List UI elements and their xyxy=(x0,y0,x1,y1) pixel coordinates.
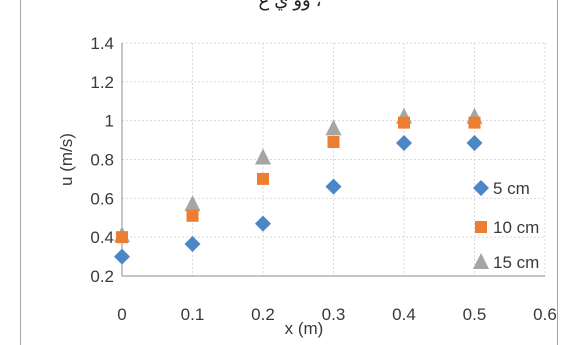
data-point-15cm xyxy=(255,148,271,165)
legend-item: 15 cm xyxy=(473,253,539,272)
data-point-5cm xyxy=(114,248,130,265)
x-tick-label: 0.2 xyxy=(251,305,275,324)
legend-marker xyxy=(475,221,487,233)
y-tick-label: 0.6 xyxy=(90,189,114,208)
x-tick-label: 0 xyxy=(117,305,126,324)
tick-labels: 0.2 0.4 0.6 0.8 1 1.2 1.4 0 0.1 0.2 0.3 0.4 0.5 0.6 xyxy=(90,34,556,324)
x-axis-label: x (m) xyxy=(285,319,324,338)
x-tick-label: 0.6 xyxy=(533,305,557,324)
data-point-5cm xyxy=(396,134,412,151)
data-point-10cm xyxy=(398,116,410,129)
x-tick-label: 0.5 xyxy=(463,305,487,324)
data-point-5cm xyxy=(255,215,271,232)
y-tick-label: 0.2 xyxy=(90,267,114,286)
cropped-heading-text: ، وو ي ع xyxy=(258,0,322,10)
gridlines xyxy=(122,42,546,276)
data-point-5cm xyxy=(325,178,342,195)
legend-label: 10 cm xyxy=(493,218,539,237)
legend: 5 cm 10 cm 15 cm xyxy=(473,179,539,272)
y-tick-label: 0.4 xyxy=(90,228,114,247)
legend-item: 10 cm xyxy=(475,218,539,237)
data-point-10cm xyxy=(468,116,481,129)
x-tick-label: 0.1 xyxy=(181,305,205,324)
y-tick-label: 1.2 xyxy=(90,73,114,92)
y-tick-label: 0.8 xyxy=(90,151,114,170)
legend-item: 5 cm xyxy=(473,179,530,198)
y-tick-label: 1 xyxy=(105,112,114,131)
data-point-10cm xyxy=(116,231,128,244)
data-point-15cm xyxy=(184,195,201,212)
y-axis-label: u (m/s) xyxy=(57,133,76,186)
x-tick-label: 0.3 xyxy=(322,305,346,324)
legend-label: 15 cm xyxy=(493,253,539,272)
right-border-line xyxy=(557,0,558,345)
legend-marker xyxy=(473,253,489,269)
data-point-10cm xyxy=(186,209,199,222)
y-tick-label: 1.4 xyxy=(90,34,114,53)
legend-label: 5 cm xyxy=(493,179,530,198)
data-points xyxy=(114,107,483,265)
data-point-10cm xyxy=(257,172,269,185)
x-tick-label: 0.4 xyxy=(392,305,416,324)
data-point-5cm xyxy=(466,134,483,151)
data-point-10cm xyxy=(327,136,340,149)
legend-marker xyxy=(473,180,489,196)
data-point-15cm xyxy=(325,119,342,136)
data-point-5cm xyxy=(184,235,201,252)
left-border-line xyxy=(20,0,21,345)
